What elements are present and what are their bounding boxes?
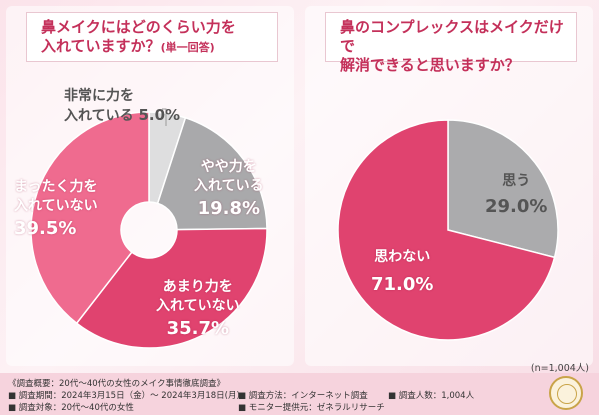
slice-no-value: 71.0%	[371, 274, 434, 295]
slice-label-very: 非常に力を 入れている 5.0%	[64, 87, 180, 126]
slice-notatall-value: 39.5%	[14, 218, 77, 239]
right-pie-slice-0	[447, 119, 559, 259]
slice-somewhat-line1: やや力を	[200, 159, 257, 175]
slice-little-line1: あまり力を	[162, 279, 233, 295]
slice-somewhat-value: 19.8%	[197, 198, 261, 219]
slice-very-line1: 非常に力を	[64, 88, 134, 104]
left-chart-title: 鼻メイクにはどのくらい力を 入れていますか？(単一回答)	[41, 18, 271, 57]
slice-notatall-line2: 入れていない	[14, 198, 98, 214]
slice-no-label: 思わない	[374, 249, 431, 265]
slice-label-no: 思わない 71.0%	[371, 248, 433, 294]
slice-little-value: 35.7%	[166, 318, 230, 339]
slice-yes-value: 29.0%	[485, 196, 548, 217]
slice-very-line2: 入れている	[64, 108, 134, 124]
right-pie-chart	[337, 119, 559, 341]
slice-very-value: 5.0%	[138, 106, 181, 124]
left-question-box: 鼻メイクにはどのくらい力を 入れていますか？(単一回答)	[26, 12, 278, 62]
slice-label-little: あまり力を 入れていない 35.7%	[156, 278, 240, 338]
right-panel: 鼻のコンプレックスはメイクだけで 解消できると思いますか？ 思う 29.0% 思…	[305, 6, 593, 366]
left-pie-slice-3	[30, 111, 150, 325]
sample-size: (n=1,004人)	[530, 363, 589, 374]
slice-label-somewhat: やや力を 入れている 19.8%	[194, 158, 264, 218]
footer-summary: 《調査概要：20代～40代の女性のメイク事情徹底調査》	[8, 379, 225, 389]
leader-line-very	[162, 108, 167, 126]
right-title-line1: 鼻のコンプレックスはメイクだけで	[340, 18, 564, 55]
left-title-suffix: (単一回答)	[160, 41, 215, 54]
survey-footer: 《調査概要：20代～40代の女性のメイク事情徹底調査》 ■ 調査期間：2024年…	[0, 373, 599, 415]
left-pie-slice-1	[156, 116, 268, 231]
footer-target: ■ 調査対象：20代～40代の女性	[8, 403, 134, 413]
left-title-line1: 鼻メイクにはどのくらい力を	[41, 18, 236, 36]
slice-label-yes: 思う 29.0%	[485, 172, 547, 216]
left-title-line2: 入れていますか？	[41, 37, 161, 55]
slice-little-line2: 入れていない	[156, 298, 240, 314]
footer-provider: ■ モニター提供元：ゼネラルリサーチ	[238, 403, 385, 413]
left-donut-chart	[30, 108, 268, 349]
footer-method: ■ 調査方法：インターネット調査	[238, 391, 368, 401]
seal-logo	[549, 376, 583, 410]
left-pie-slice-2	[75, 227, 268, 349]
left-panel: 鼻メイクにはどのくらい力を 入れていますか？(単一回答) 非常に力を 入れている…	[6, 6, 294, 366]
right-chart-title: 鼻のコンプレックスはメイクだけで 解消できると思いますか？	[340, 18, 570, 75]
slice-notatall-line1: まったく力を	[14, 179, 98, 195]
slice-label-notatall: まったく力を 入れていない 39.5%	[14, 178, 98, 238]
right-title-line2: 解消できると思いますか？	[340, 56, 520, 74]
right-pie-slice-1	[337, 119, 556, 341]
footer-period: ■ 調査期間：2024年3月15日（金）～ 2024年3月18日(月)	[8, 391, 240, 401]
right-question-box: 鼻のコンプレックスはメイクだけで 解消できると思いますか？	[325, 12, 577, 74]
slice-yes-label: 思う	[502, 173, 531, 189]
slice-somewhat-line2: 入れている	[194, 178, 264, 194]
footer-count: ■ 調査人数：1,004人	[388, 391, 475, 401]
